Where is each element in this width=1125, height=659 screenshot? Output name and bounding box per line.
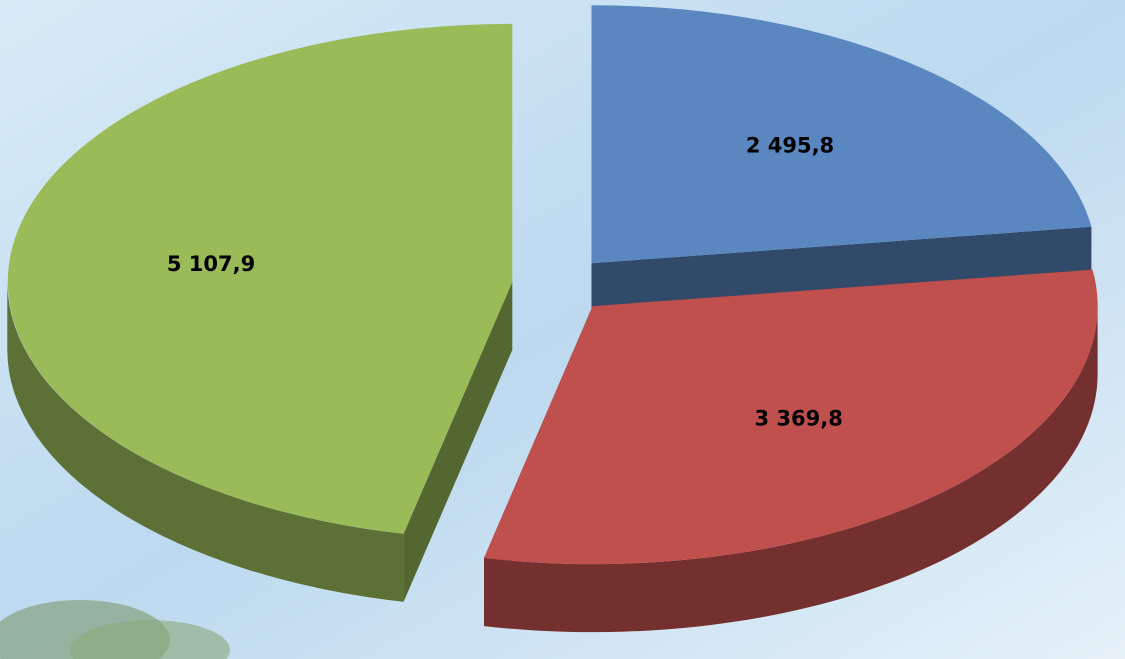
slice <box>7 23 513 534</box>
data-label: 5 107,9 <box>167 252 255 276</box>
decoration <box>0 600 230 659</box>
data-label: 2 495,8 <box>746 133 834 157</box>
slice <box>591 5 1092 264</box>
slice-wall <box>484 306 1098 633</box>
slice <box>484 269 1098 565</box>
slice-wall <box>7 281 404 602</box>
data-label: 3 369,8 <box>755 407 843 431</box>
slice-side <box>403 281 513 602</box>
